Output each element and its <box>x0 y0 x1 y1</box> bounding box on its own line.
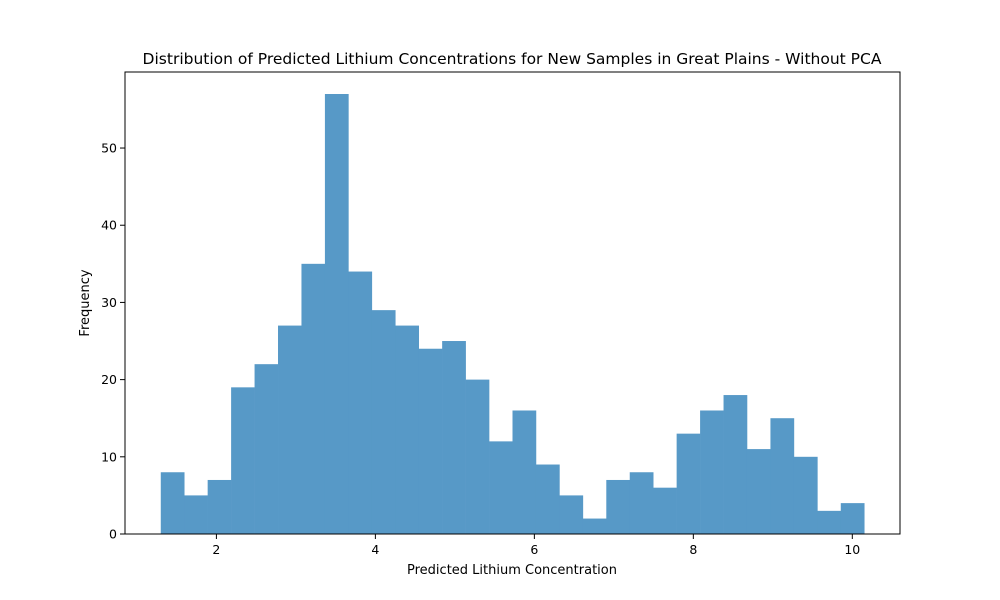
histogram-bar <box>770 418 795 534</box>
histogram-bar <box>489 441 513 534</box>
histogram-bar <box>207 479 232 534</box>
x-tick-label: 10 <box>844 542 860 557</box>
histogram-bar <box>746 449 771 534</box>
chart-title: Distribution of Predicted Lithium Concen… <box>143 50 882 68</box>
x-tick-label: 8 <box>689 542 697 557</box>
histogram-bar <box>559 495 584 534</box>
histogram-bar <box>184 495 208 534</box>
histogram-bar <box>301 263 326 534</box>
histogram-bar <box>231 387 255 534</box>
histogram-bar <box>324 94 349 534</box>
histogram-bar <box>160 472 185 534</box>
histogram-bar <box>254 364 279 534</box>
x-tick-label: 2 <box>212 542 220 557</box>
histogram-bar <box>606 479 631 534</box>
x-axis-ticks: 2 4 6 8 10 <box>212 534 860 557</box>
histogram-bar <box>700 410 724 534</box>
x-axis-label: Predicted Lithium Concentration <box>407 563 617 578</box>
histogram-bar <box>512 410 537 534</box>
y-axis-label: Frequency <box>78 269 93 336</box>
y-tick-label: 30 <box>101 295 117 310</box>
histogram-bar <box>653 487 677 534</box>
x-tick-label: 6 <box>530 542 538 557</box>
y-tick-label: 10 <box>101 449 117 464</box>
histogram-bar <box>535 464 560 534</box>
y-tick-label: 0 <box>109 527 117 542</box>
plot-frame <box>124 71 901 535</box>
histogram-bar <box>442 341 466 534</box>
histogram-bar <box>676 433 701 534</box>
histogram-bar <box>582 518 607 534</box>
y-axis-ticks: 0 10 20 30 40 50 <box>101 141 125 542</box>
histogram-bar <box>465 379 490 534</box>
histogram-bar <box>371 310 396 534</box>
histogram-bars <box>160 94 865 534</box>
histogram-bar <box>840 503 865 534</box>
histogram-bar <box>723 395 748 534</box>
histogram-bar <box>793 456 818 534</box>
histogram-bar <box>348 271 373 534</box>
histogram-bar <box>418 348 443 534</box>
y-tick-label: 40 <box>101 218 117 233</box>
histogram-bar <box>395 325 420 534</box>
histogram-bar <box>629 472 654 534</box>
histogram-bar <box>817 510 842 534</box>
y-tick-label: 50 <box>101 141 117 156</box>
y-tick-label: 20 <box>101 372 117 387</box>
histogram-bar <box>278 325 302 534</box>
x-tick-label: 4 <box>371 542 379 557</box>
